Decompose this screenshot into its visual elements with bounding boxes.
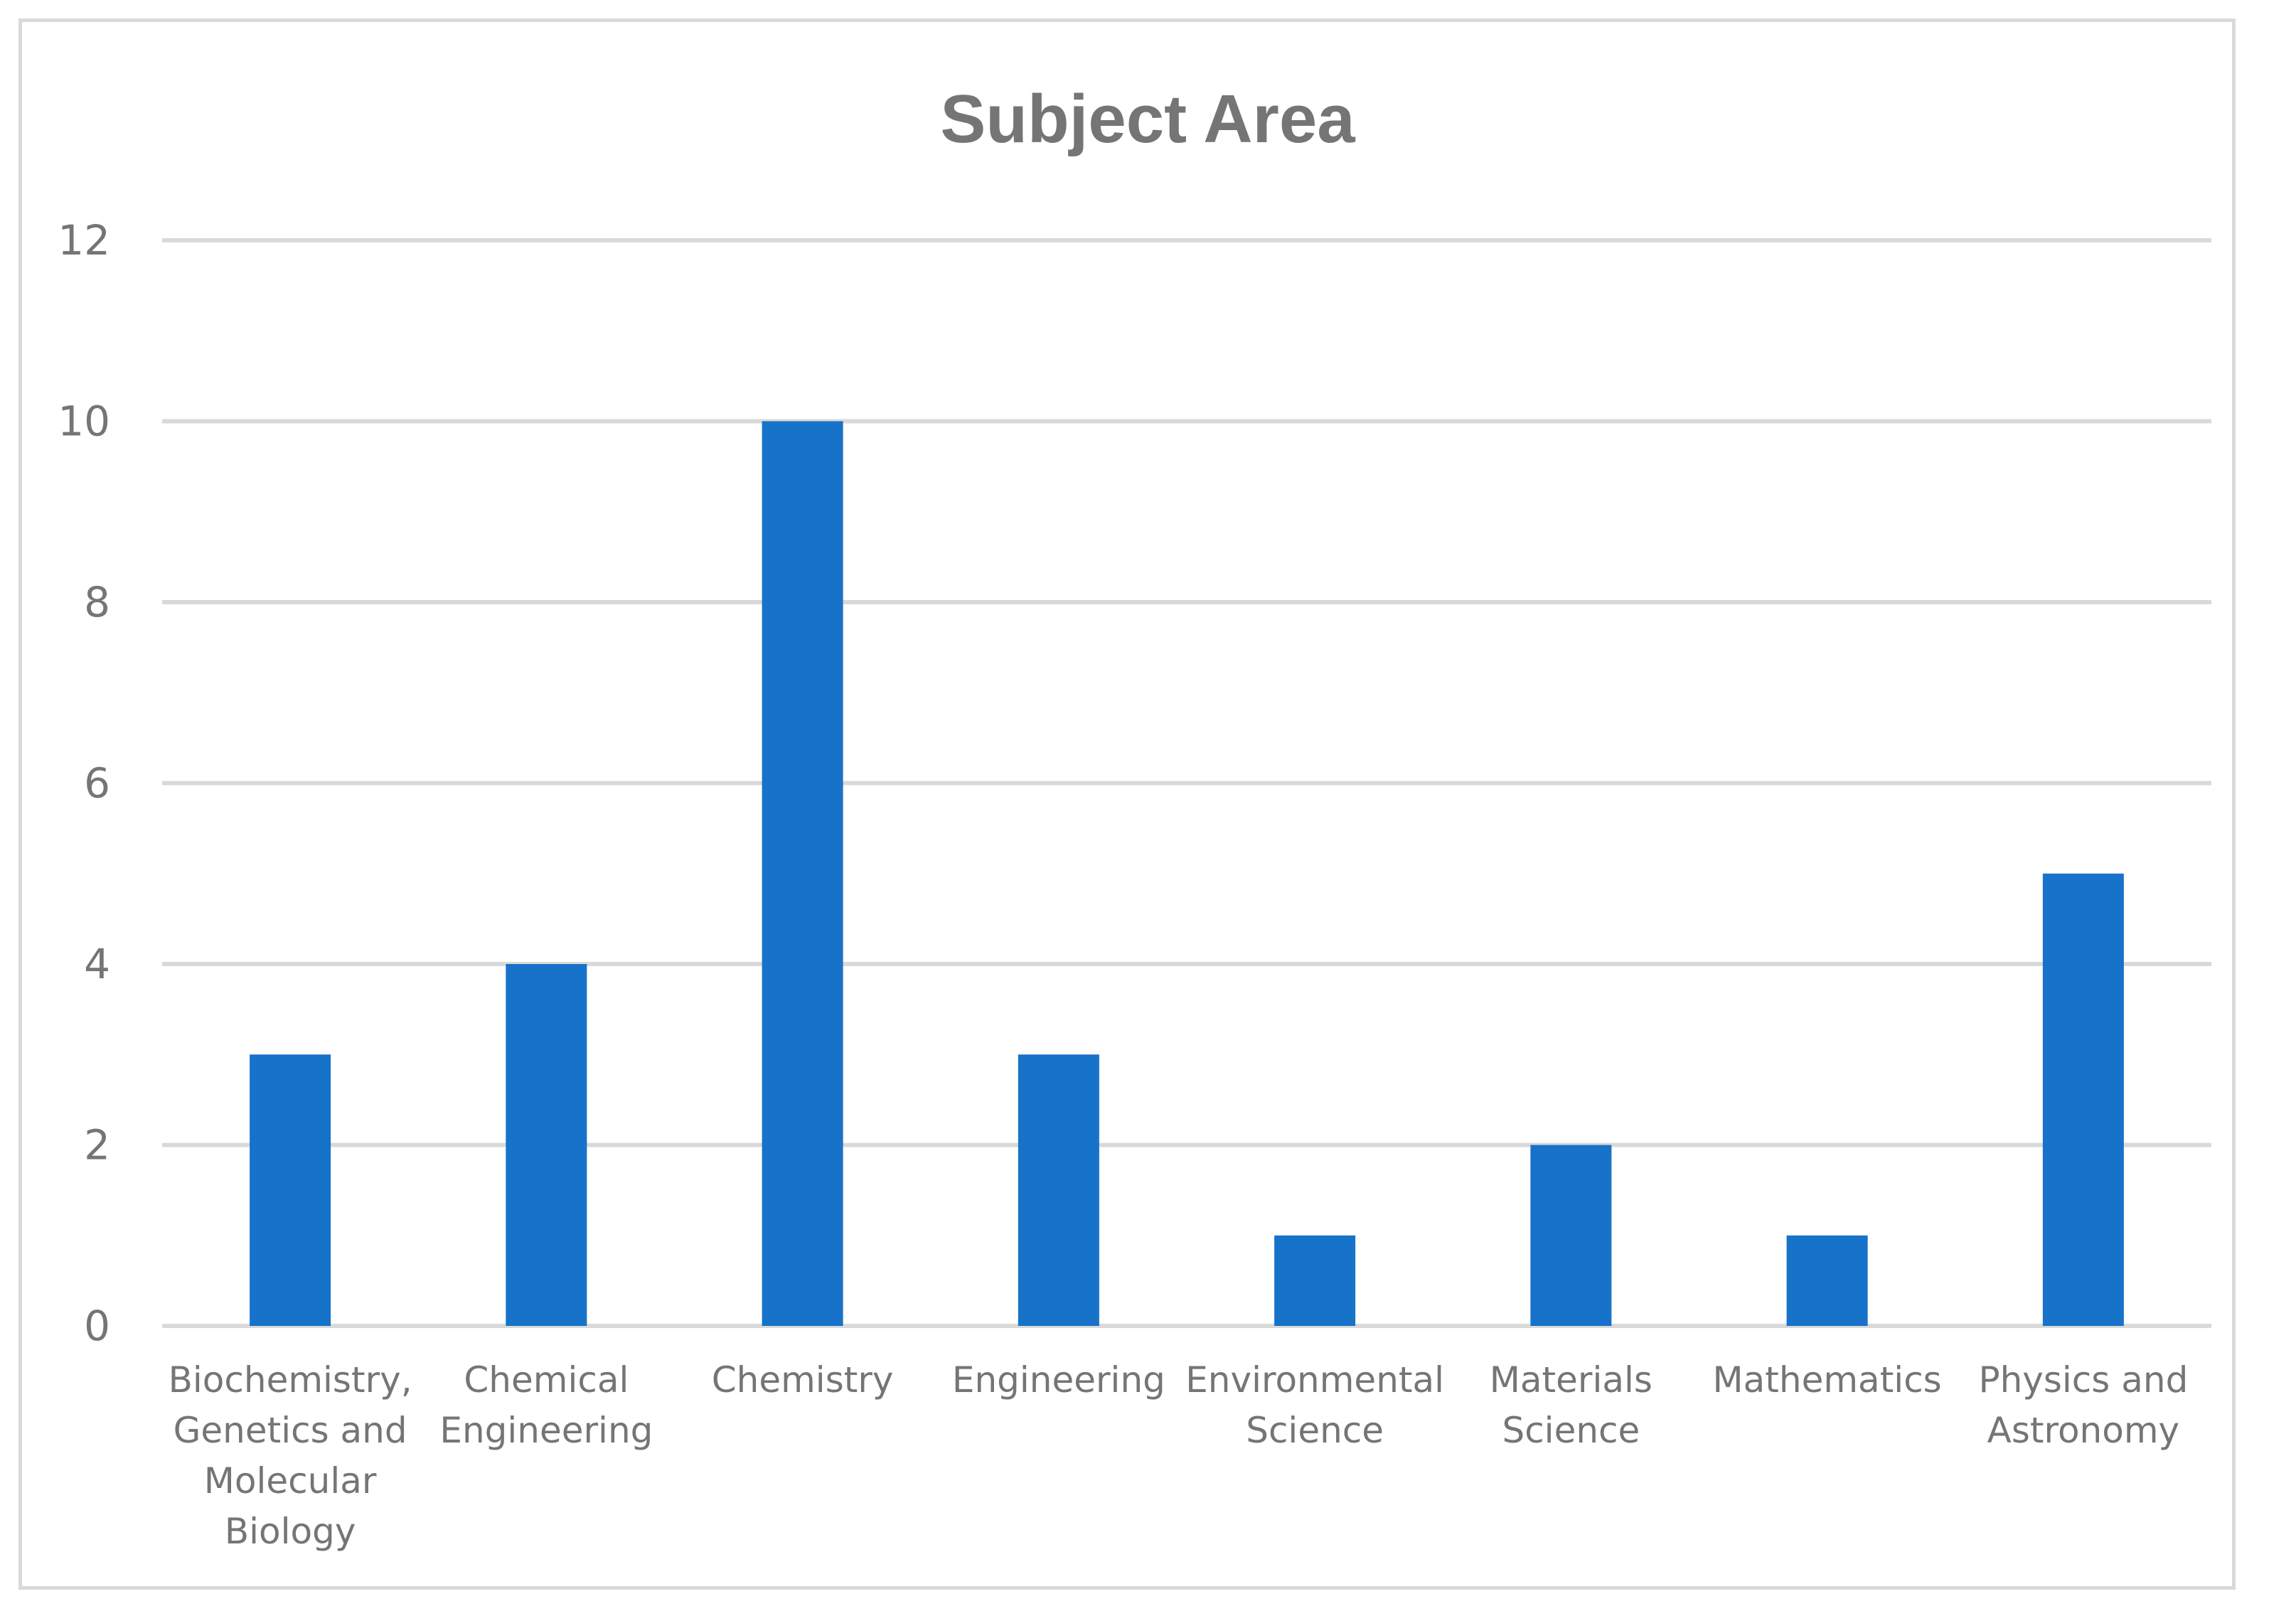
bar-5 [1530,1145,1612,1326]
bar-0 [250,1054,331,1326]
bar-6 [1786,1235,1868,1326]
x-category-label: Materials Science [1490,1359,1652,1451]
bar-7 [2042,873,2124,1326]
x-category-label: Biochemistry, Genetics and Molecular Biolog… [169,1359,412,1552]
bars [250,421,2124,1326]
bar-3 [1018,1054,1099,1326]
y-tick-label: 0 [84,1302,110,1350]
chart-title: Subject Area [940,81,1355,157]
x-axis-labels: Biochemistry, Genetics and Molecular Biolog… [169,1359,2189,1552]
x-category-label: Chemical Engineering [439,1359,653,1451]
x-category-label: Mathematics [1713,1359,1942,1401]
y-tick-label: 2 [84,1121,110,1170]
y-tick-label: 12 [58,216,110,264]
y-axis-ticks: 0 2 4 6 8 10 12 [58,216,110,1350]
y-tick-label: 10 [58,397,110,446]
y-tick-label: 8 [84,578,110,626]
gridlines [162,238,2211,1328]
x-category-label: Environmental Science [1185,1359,1444,1451]
y-tick-label: 4 [84,940,110,988]
x-category-label: Chemistry [712,1359,894,1401]
bar-1 [506,964,587,1326]
bar-2 [762,421,843,1326]
bar-4 [1274,1235,1356,1326]
x-category-label: Physics and Astronomy [1978,1359,2188,1451]
x-category-label: Engineering [952,1359,1165,1401]
y-tick-label: 6 [84,759,110,808]
